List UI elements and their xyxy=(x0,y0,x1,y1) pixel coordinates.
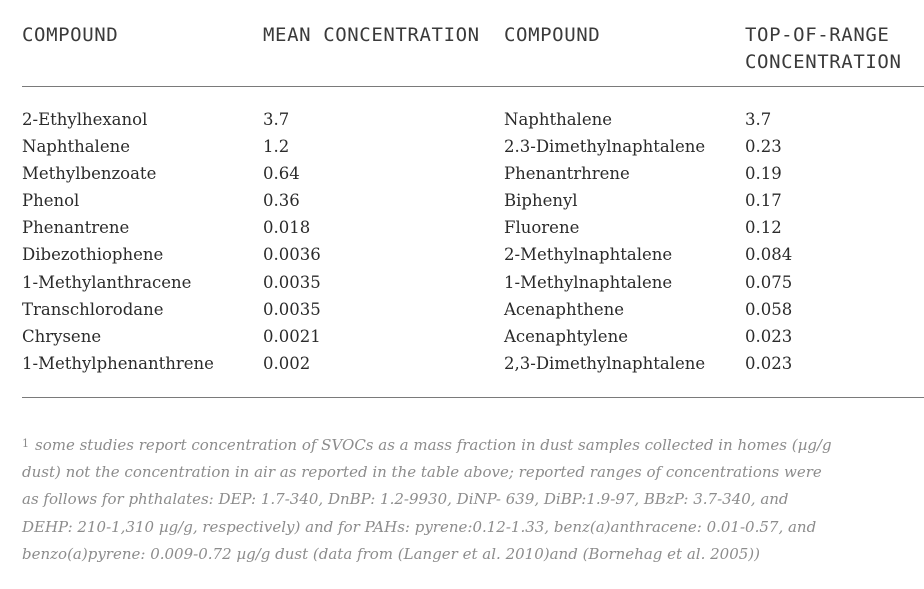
mean-cell: 3.7 xyxy=(263,110,290,129)
table-body: 2-Ethylhexanol 3.7 Naphthalene 3.7 Napht… xyxy=(0,106,924,377)
footnote-line: dust) not the concentration in air as re… xyxy=(22,463,822,482)
header-compound-2: COMPOUND xyxy=(504,24,601,46)
footnote-line: 1 some studies report concentration of SV… xyxy=(22,432,902,459)
table-row: Naphthalene 1.2 2.3-Dimethylnaphtalene 0… xyxy=(0,133,924,160)
compound-cell: 1-Methylanthracene xyxy=(22,272,192,292)
compound-cell: Phenantrhrene xyxy=(504,164,630,184)
top-range-cell: 0.075 xyxy=(745,272,793,292)
compound-cell: 2-Ethylhexanol xyxy=(22,110,148,129)
compound-cell: Acenaphtylene xyxy=(504,326,628,346)
top-range-cell: 0.023 xyxy=(745,326,793,346)
compound-cell: 2.3-Dimethylnaphtalene xyxy=(504,137,706,157)
compound-cell: Chrysene xyxy=(22,326,102,346)
top-range-cell: 0.058 xyxy=(745,299,793,319)
mean-cell: 1.2 xyxy=(263,137,290,157)
top-range-cell: 0.19 xyxy=(745,164,782,184)
compound-cell: 1-Methylphenanthrene xyxy=(22,353,214,373)
compound-cell: Transchlorodane xyxy=(22,299,164,319)
compound-cell: 2-Methylnaphtalene xyxy=(504,245,673,265)
table-row: Methylbenzoate 0.64 Phenantrhrene 0.19 xyxy=(0,160,924,187)
table-row: 1-Methylphenanthrene 0.002 2,3-Dimethyln… xyxy=(0,350,924,377)
mean-cell: 0.0035 xyxy=(263,272,321,292)
compound-cell: Dibezothiophene xyxy=(22,245,164,265)
mean-cell: 0.0036 xyxy=(263,245,321,265)
top-range-cell: 3.7 xyxy=(745,110,772,129)
top-range-cell: 0.12 xyxy=(745,218,782,238)
table-rule-bottom xyxy=(22,397,924,398)
mean-cell: 0.64 xyxy=(263,164,300,184)
table-row: Phenantrene 0.018 Fluorene 0.12 xyxy=(0,214,924,241)
table-row: Transchlorodane 0.0035 Acenaphthene 0.05… xyxy=(0,296,924,323)
header-compound: COMPOUND xyxy=(22,24,119,46)
footnote-line: as follows for phthalates: DEP: 1.7-340,… xyxy=(22,490,789,509)
top-range-cell: 0.023 xyxy=(745,353,793,373)
mean-cell: 0.0035 xyxy=(263,299,321,319)
top-range-cell: 0.17 xyxy=(745,191,782,211)
compound-cell: Naphthalene xyxy=(504,110,612,129)
footnote-marker: 1 xyxy=(22,437,29,450)
table-row: 2-Ethylhexanol 3.7 Naphthalene 3.7 xyxy=(0,106,924,133)
mean-cell: 0.36 xyxy=(263,191,300,211)
table-rule-top xyxy=(22,86,924,87)
compound-cell: Fluorene xyxy=(504,218,580,238)
compound-cell: 2,3-Dimethylnaphtalene xyxy=(504,353,706,373)
top-range-cell: 0.084 xyxy=(745,245,793,265)
table-row: 1-Methylanthracene 0.0035 1-Methylnaphta… xyxy=(0,269,924,296)
header-mean-concentration: MEAN CONCENTRATION xyxy=(263,24,480,46)
footnote-line: DEHP: 210-1,310 µg/g, respectively) and … xyxy=(22,517,817,536)
compound-cell: 1-Methylnaphtalene xyxy=(504,272,673,292)
footnote-line: benzo(a)pyrene: 0.009-0.72 µg/g dust (da… xyxy=(22,544,760,563)
compound-cell: Acenaphthene xyxy=(504,299,624,319)
compound-cell: Phenol xyxy=(22,191,80,211)
compound-cell: Phenantrene xyxy=(22,218,130,238)
compound-cell: Biphenyl xyxy=(504,191,578,211)
compound-cell: Naphthalene xyxy=(22,137,130,157)
table-header: COMPOUND MEAN CONCENTRATION COMPOUND TOP… xyxy=(0,22,924,82)
table-row: Chrysene 0.0021 Acenaphtylene 0.023 xyxy=(0,323,924,350)
top-range-cell: 0.23 xyxy=(745,137,782,157)
mean-cell: 0.0021 xyxy=(263,326,321,346)
table-row: Phenol 0.36 Biphenyl 0.17 xyxy=(0,187,924,214)
mean-cell: 0.002 xyxy=(263,353,311,373)
footnote-text: some studies report concentration of SVO… xyxy=(35,436,832,454)
footnote: 1 some studies report concentration of SV… xyxy=(22,432,902,568)
table-row: Dibezothiophene 0.0036 2-Methylnaphtalen… xyxy=(0,241,924,268)
compound-cell: Methylbenzoate xyxy=(22,164,157,184)
header-top-of-range-concentration: TOP-OF-RANGE CONCENTRATION xyxy=(745,24,902,73)
mean-cell: 0.018 xyxy=(263,218,311,238)
